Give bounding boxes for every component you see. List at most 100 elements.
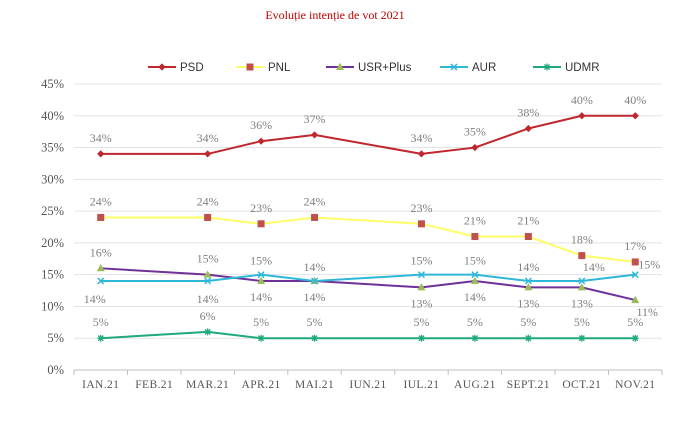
data-label: 21% — [517, 214, 539, 228]
y-tick-label: 0% — [47, 363, 64, 377]
y-tick-label: 15% — [41, 268, 64, 282]
data-point — [97, 213, 105, 221]
data-point — [97, 277, 105, 285]
data-point — [524, 233, 532, 241]
data-label: 16% — [90, 245, 112, 259]
data-label: 24% — [304, 194, 326, 208]
x-tick-label: NOV.21 — [615, 379, 655, 391]
data-point — [470, 276, 479, 285]
data-point — [257, 271, 265, 279]
data-point — [631, 112, 639, 120]
series-markers — [96, 112, 640, 342]
axes: 0% 5% 10% 15% 20% 25% 30% 35% 40% 45% IAN.21 FEB.21… — [41, 77, 663, 391]
data-point — [204, 277, 212, 285]
legend-label: AUR — [472, 62, 496, 74]
data-label: 37% — [304, 112, 326, 126]
data-point — [257, 276, 266, 285]
data-label: 14% — [250, 290, 272, 304]
data-point — [524, 124, 532, 133]
data-label: 5% — [520, 315, 536, 329]
data-label: 34% — [197, 131, 219, 145]
data-point — [631, 258, 639, 266]
data-label: 23% — [250, 201, 272, 215]
data-label: 11% — [636, 305, 658, 319]
data-point — [524, 277, 532, 285]
data-label: 14% — [583, 260, 605, 274]
data-point — [310, 131, 319, 139]
data-label: 5% — [467, 315, 483, 329]
data-label: 38% — [517, 105, 539, 119]
data-label: 40% — [571, 93, 593, 107]
data-point — [311, 334, 319, 342]
data-label: 13% — [410, 296, 432, 310]
legend-item: PNL — [236, 62, 291, 74]
data-label: 15% — [197, 252, 219, 266]
data-labels: 34% 34% 36% 37% 34% 35% 38% 40% 40% 24% 24% 23% 24% 2… — [84, 93, 661, 329]
data-label: 18% — [571, 233, 593, 247]
x-tick-label: MAI.21 — [295, 379, 334, 391]
data-label: 14% — [304, 260, 326, 274]
data-point — [471, 233, 479, 241]
legend-marker — [543, 63, 551, 71]
data-label: 15% — [410, 254, 432, 268]
series-line-pnl — [100, 216, 636, 263]
data-point — [631, 271, 639, 279]
data-point — [257, 220, 265, 228]
data-label: 13% — [517, 296, 539, 310]
series-line-usr-plus — [100, 267, 636, 302]
data-label: 5% — [93, 315, 109, 329]
data-point — [471, 334, 479, 342]
chart-title: Evoluție intenție de vot 2021 — [265, 8, 404, 22]
data-label: 34% — [90, 131, 112, 145]
data-point — [577, 283, 586, 291]
legend-label: PNL — [268, 62, 291, 74]
data-point — [578, 277, 586, 285]
data-point — [204, 213, 212, 221]
data-label: 14% — [197, 292, 219, 306]
data-label: 40% — [624, 93, 646, 107]
data-point — [524, 334, 532, 342]
legend-item: AUR — [440, 62, 496, 74]
data-label: 35% — [464, 125, 486, 139]
data-label: 24% — [197, 194, 219, 208]
x-tick-label: IUN.21 — [349, 379, 386, 391]
data-label: 21% — [464, 214, 486, 228]
data-point — [417, 220, 425, 228]
data-point — [204, 150, 212, 158]
data-point — [471, 271, 479, 279]
data-point — [97, 150, 105, 158]
series-line-aur — [100, 273, 636, 283]
data-label: 14% — [517, 260, 539, 274]
data-point — [578, 112, 586, 120]
x-tick-label: IAN.21 — [82, 379, 119, 391]
data-point — [417, 150, 426, 158]
data-label: 5% — [627, 315, 643, 329]
legend-item: PSD — [148, 62, 204, 74]
data-label: 17% — [624, 239, 646, 253]
data-point — [311, 277, 319, 285]
data-point — [578, 334, 586, 342]
data-point — [203, 270, 212, 278]
data-point — [578, 252, 586, 260]
data-point — [96, 264, 105, 272]
data-label: 6% — [200, 309, 216, 323]
data-label: 5% — [413, 315, 429, 329]
data-point — [417, 283, 426, 291]
data-point — [257, 137, 265, 145]
y-tick-label: 45% — [41, 77, 64, 91]
data-point — [417, 271, 425, 279]
legend-label: UDMR — [565, 62, 600, 74]
data-point — [417, 334, 425, 342]
data-point — [311, 213, 319, 221]
data-label: 24% — [90, 194, 112, 208]
x-tick-label: AUG.21 — [454, 379, 496, 391]
x-tick-label: IUL.21 — [403, 379, 439, 391]
data-label: 15% — [250, 254, 272, 268]
y-tick-label: 10% — [41, 299, 64, 313]
data-label: 5% — [574, 315, 590, 329]
data-point — [631, 334, 639, 342]
y-tick-label: 20% — [41, 236, 64, 250]
data-label: 5% — [307, 315, 323, 329]
